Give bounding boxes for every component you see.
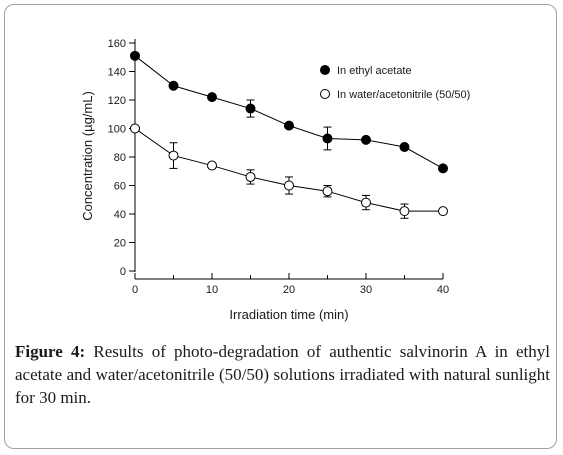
data-point-filled bbox=[399, 142, 410, 153]
data-point-open bbox=[399, 206, 410, 217]
data-point-open bbox=[207, 160, 217, 171]
figure-caption-label: Figure 4: bbox=[15, 342, 86, 361]
data-point-filled bbox=[130, 50, 140, 61]
y-tick-label: 100 bbox=[108, 124, 126, 136]
data-point-filled bbox=[207, 92, 217, 103]
y-tick-label: 0 bbox=[120, 266, 126, 278]
chart-axes: 0 20 40 60 80 100 120 140 160 0 10 20 30 40 bbox=[108, 38, 449, 296]
x-tick-label: 20 bbox=[283, 284, 295, 296]
x-tick-label: 10 bbox=[206, 284, 218, 296]
data-point-open bbox=[130, 123, 140, 134]
data-point-filled bbox=[168, 80, 179, 91]
y-axis-label: Concentration (µg/mL) bbox=[80, 91, 95, 221]
x-axis-label: Irradiation time (min) bbox=[229, 307, 348, 322]
x-tick-label: 30 bbox=[360, 284, 372, 296]
data-point-filled bbox=[245, 103, 256, 114]
error-bars bbox=[169, 99, 409, 219]
y-tick-label: 80 bbox=[114, 152, 126, 164]
data-point-open bbox=[284, 180, 294, 191]
legend-label-2: In water/acetonitrile (50/50) bbox=[337, 89, 470, 101]
legend-label-1: In ethyl acetate bbox=[337, 65, 412, 77]
y-tick-label: 120 bbox=[108, 95, 126, 107]
data-point-open bbox=[322, 186, 333, 197]
data-point-filled bbox=[361, 134, 371, 145]
legend: In ethyl acetate In water/acetonitrile (5… bbox=[320, 65, 470, 101]
data-point-open bbox=[438, 206, 448, 217]
y-tick-label: 160 bbox=[108, 38, 126, 50]
chart: 0 20 40 60 80 100 120 140 160 0 10 20 30 40 In ethyl … bbox=[80, 38, 470, 322]
figure-frame bbox=[4, 4, 557, 449]
figure-caption: Figure 4: Results of photo-degradation o… bbox=[15, 340, 550, 409]
y-tick-label: 40 bbox=[114, 209, 126, 221]
x-tick-label: 0 bbox=[132, 284, 138, 296]
y-tick-label: 20 bbox=[114, 238, 126, 250]
data-point-filled bbox=[322, 133, 333, 144]
data-points bbox=[130, 50, 448, 217]
data-point-open bbox=[361, 197, 371, 208]
data-point-filled bbox=[438, 163, 448, 174]
figure-caption-text: Results of photo-degradation of authenti… bbox=[15, 342, 550, 407]
data-point-filled bbox=[284, 120, 294, 131]
data-point-open bbox=[168, 150, 179, 161]
series-line-2 bbox=[134, 128, 443, 212]
legend-marker-2 bbox=[320, 89, 330, 99]
y-tick-label: 140 bbox=[108, 67, 126, 79]
legend-marker-1 bbox=[320, 65, 330, 75]
x-tick-label: 40 bbox=[437, 284, 449, 296]
y-tick-label: 60 bbox=[114, 181, 126, 193]
data-point-open bbox=[245, 171, 256, 182]
